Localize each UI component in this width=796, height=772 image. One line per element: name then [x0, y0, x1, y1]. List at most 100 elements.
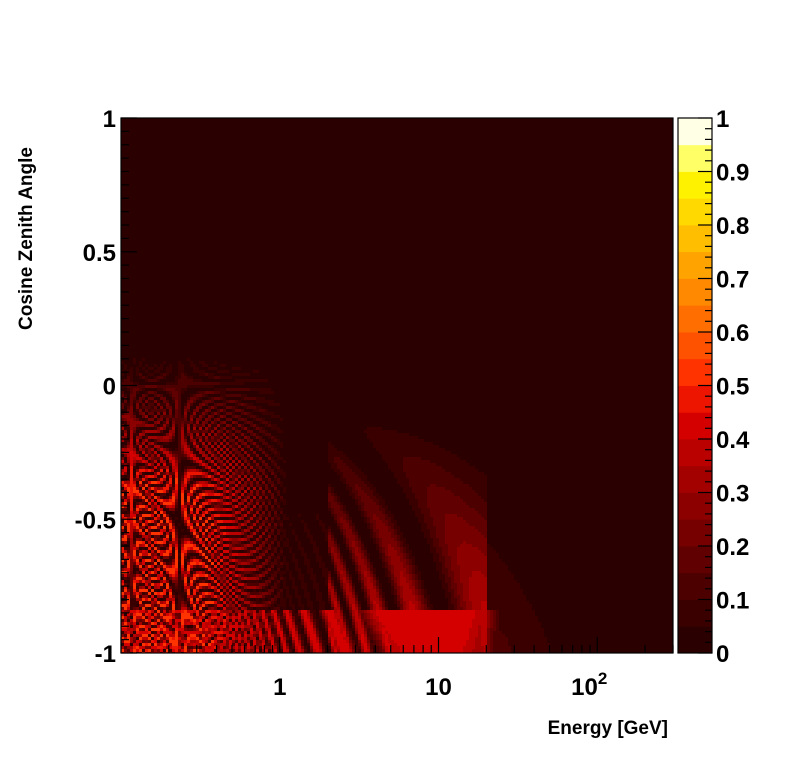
heatmap-cell	[403, 460, 431, 464]
heatmap-cell	[400, 559, 407, 563]
heatmap-cell	[130, 562, 134, 566]
heatmap-cell	[205, 517, 209, 521]
heatmap-cell	[133, 559, 137, 563]
heatmap-cell	[130, 484, 137, 488]
heatmap-cell	[373, 583, 377, 587]
heatmap-cell	[211, 472, 215, 476]
heatmap-cell	[202, 529, 206, 533]
heatmap-cell	[223, 406, 227, 410]
heatmap-cell	[334, 577, 338, 581]
heatmap-cell	[169, 544, 173, 548]
heatmap-cell	[259, 427, 263, 431]
heatmap-cell	[202, 601, 206, 605]
heatmap-cell	[163, 454, 167, 458]
heatmap-cell	[289, 547, 293, 551]
heatmap-cell	[262, 541, 266, 545]
heatmap-cell	[334, 520, 338, 524]
heatmap-cell	[148, 511, 152, 515]
heatmap-cell	[139, 574, 143, 578]
heatmap-cell	[385, 523, 389, 527]
heatmap-cell	[151, 481, 158, 485]
heatmap-cell	[382, 586, 392, 590]
heatmap-cell	[463, 598, 470, 602]
heatmap-cell	[307, 535, 314, 539]
heatmap-cell	[178, 463, 182, 467]
heatmap-cell	[403, 586, 410, 590]
heatmap-cell	[217, 448, 221, 452]
heatmap-cell	[124, 391, 131, 395]
heatmap-cell	[235, 529, 239, 533]
heatmap-cell	[157, 577, 161, 581]
heatmap-cell	[199, 607, 203, 611]
heatmap-cell	[268, 424, 272, 428]
heatmap-cell	[394, 601, 398, 605]
heatmap-cell	[142, 436, 146, 440]
heatmap-cell	[148, 364, 155, 368]
heatmap-cell	[205, 592, 209, 596]
heatmap-cell	[133, 379, 146, 383]
heatmap-cell	[121, 256, 673, 260]
heatmap-cell	[166, 511, 173, 515]
heatmap-cell	[220, 544, 224, 548]
heatmap-cell	[220, 475, 224, 479]
heatmap-cell	[400, 586, 404, 590]
heatmap-cell	[223, 397, 227, 401]
heatmap-cell	[250, 481, 254, 485]
heatmap-cell	[403, 490, 413, 494]
heatmap-cell	[430, 529, 437, 533]
heatmap-cell	[277, 475, 284, 479]
heatmap-cell	[178, 541, 182, 545]
heatmap-cell	[406, 550, 413, 554]
heatmap-cell	[439, 553, 443, 557]
heatmap-cell	[121, 199, 673, 203]
heatmap-cell	[142, 409, 146, 413]
heatmap-cell	[328, 571, 332, 575]
heatmap-cell	[211, 499, 218, 503]
heatmap-cell	[256, 574, 260, 578]
heatmap-cell	[283, 547, 290, 551]
heatmap-cell	[130, 607, 134, 611]
heatmap-cell	[202, 379, 236, 383]
heatmap-cell	[160, 496, 164, 500]
heatmap-cell	[220, 583, 224, 587]
heatmap-cell	[187, 418, 191, 422]
heatmap-cell	[286, 532, 293, 536]
heatmap-cell	[160, 520, 164, 524]
heatmap-cell	[301, 586, 308, 590]
heatmap-cell	[232, 433, 236, 437]
heatmap-cell	[139, 430, 143, 434]
heatmap-cell	[154, 451, 158, 455]
heatmap-cell	[226, 421, 233, 425]
heatmap-cell	[286, 565, 290, 569]
heatmap-cell	[142, 478, 146, 482]
heatmap-cell	[472, 487, 488, 491]
heatmap-cell	[235, 475, 239, 479]
heatmap-cell	[253, 448, 257, 452]
heatmap-cell	[244, 490, 248, 494]
heatmap-cell	[145, 472, 155, 476]
heatmap-cell	[247, 538, 251, 542]
heatmap-cell	[280, 529, 287, 533]
heatmap-cell	[373, 601, 377, 605]
heatmap-cell	[361, 604, 368, 608]
heatmap-cell	[397, 601, 401, 605]
heatmap-cell	[313, 571, 323, 575]
heatmap-cell	[355, 523, 368, 527]
heatmap-cell	[370, 487, 377, 491]
heatmap-cell	[205, 562, 209, 566]
heatmap-cell	[151, 571, 155, 575]
heatmap-cell	[196, 538, 200, 542]
heatmap-cell	[139, 445, 143, 449]
heatmap-cell	[142, 502, 146, 506]
heatmap-cell	[244, 421, 248, 425]
heatmap-cell	[184, 562, 188, 566]
heatmap-cell	[202, 592, 206, 596]
heatmap-cell	[385, 559, 389, 563]
heatmap-cell	[139, 592, 143, 596]
heatmap-cell	[148, 517, 152, 521]
heatmap-cell	[253, 439, 260, 443]
heatmap-cell	[136, 448, 140, 452]
heatmap-cell	[157, 595, 161, 599]
heatmap-cell	[235, 493, 239, 497]
heatmap-cell	[259, 478, 263, 482]
